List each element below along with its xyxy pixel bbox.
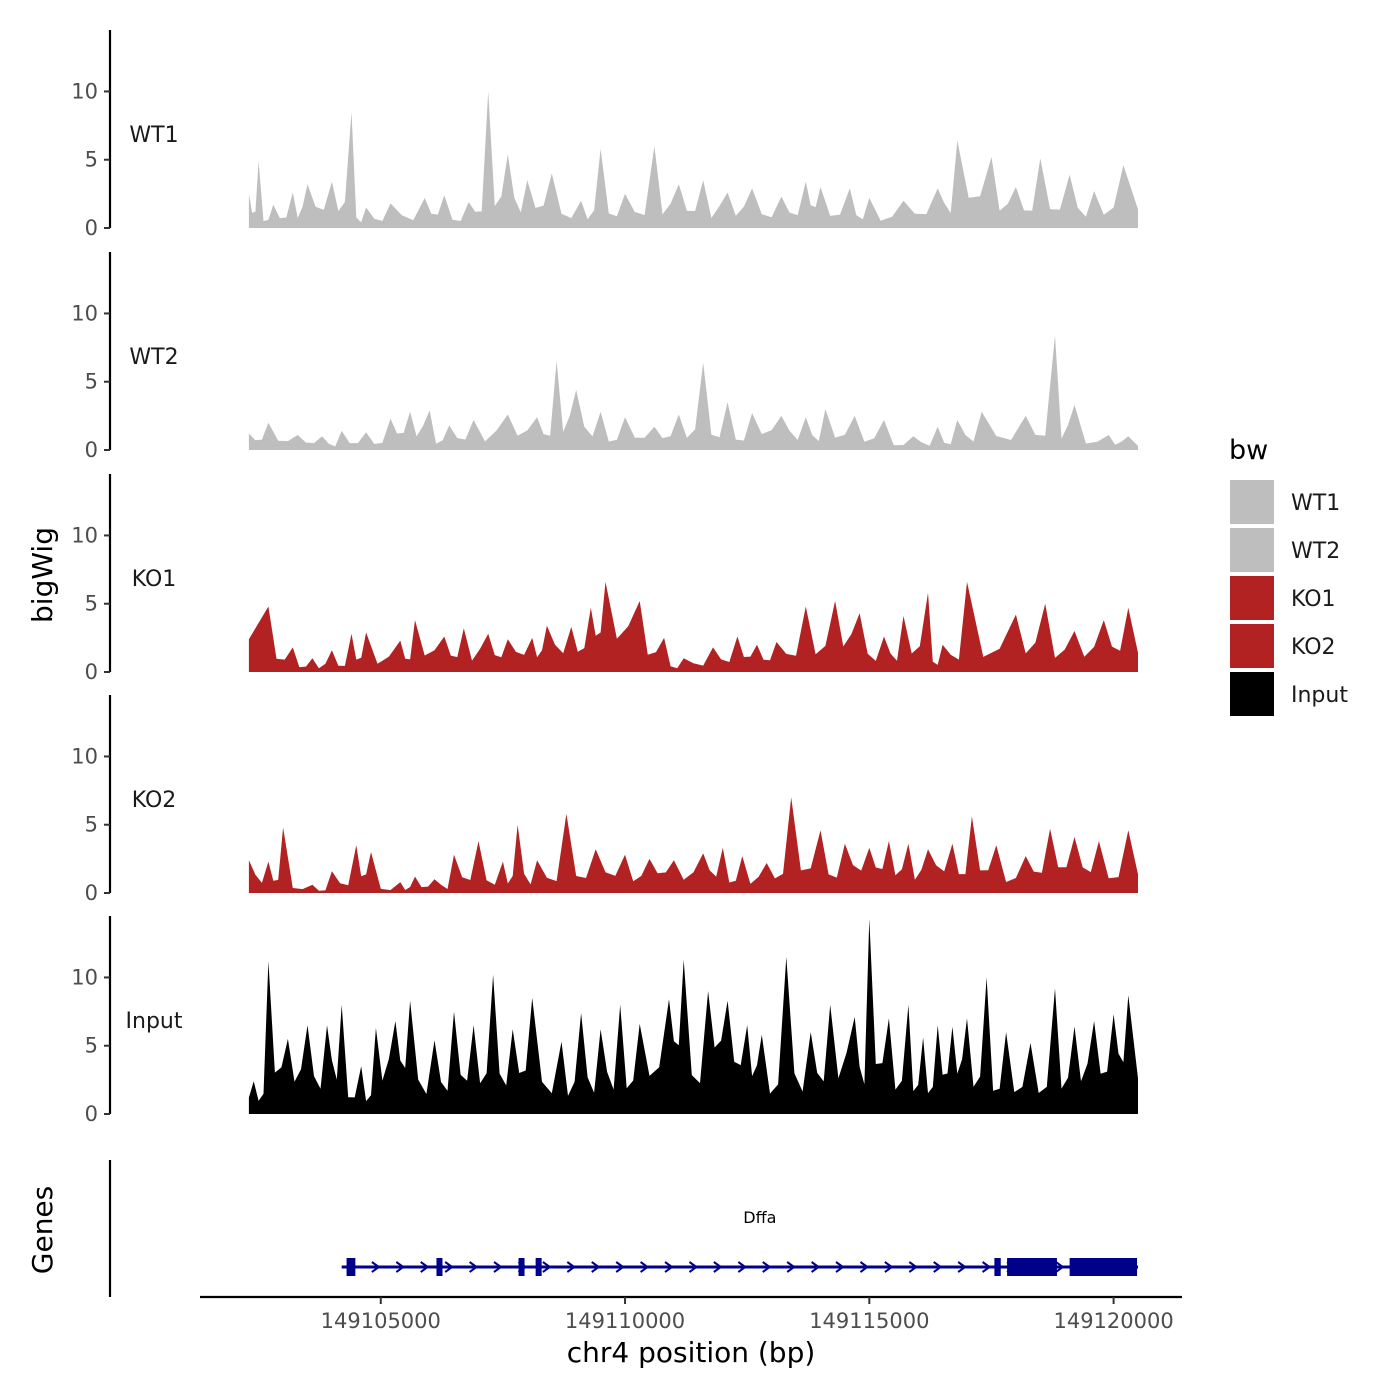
y-tick-label: 0 xyxy=(85,438,98,462)
x-tick-label: 149120000 xyxy=(1053,1309,1173,1333)
y-tick-label: 10 xyxy=(71,744,98,768)
strand-arrow-icon xyxy=(957,1261,967,1273)
strand-arrow-icon xyxy=(933,1261,943,1273)
x-axis: 149105000 149110000 149115000 149120000 xyxy=(200,1295,1182,1333)
track-wt2: 0 5 10 WT2 xyxy=(71,252,1138,462)
gene-exon xyxy=(436,1258,443,1276)
strand-arrow-icon xyxy=(395,1261,406,1273)
y-axis-title: bigWig xyxy=(26,527,59,623)
strand-arrow-icon xyxy=(835,1261,845,1273)
genes-axis-title: Genes xyxy=(26,1186,59,1274)
legend-label-ko1: KO1 xyxy=(1291,587,1336,612)
strand-arrow-icon xyxy=(859,1261,870,1273)
y-tick-label: 10 xyxy=(71,965,98,989)
track-input: 0 5 10 Input xyxy=(71,916,1138,1126)
gene-exon xyxy=(518,1258,525,1276)
signal-tracks: 0 5 10 WT1 0 5 10 WT2 0 5 10 KO1 0 5 10 KO2 0 5 10 Input xyxy=(71,30,1138,1126)
strand-arrow-icon xyxy=(664,1261,674,1273)
legend-key-input xyxy=(1230,672,1274,716)
strand-arrow-icon xyxy=(786,1261,796,1273)
signal-area-ko2 xyxy=(248,797,1138,893)
strand-arrow-icon xyxy=(615,1261,625,1273)
strand-arrow-icon xyxy=(737,1261,748,1273)
strand-arrow-icon xyxy=(420,1261,430,1273)
gene-exon xyxy=(535,1258,542,1276)
y-tick-label: 5 xyxy=(85,148,98,172)
track-label-ko2: KO2 xyxy=(132,788,177,813)
y-tick-label: 0 xyxy=(85,1102,98,1126)
strand-arrow-icon xyxy=(1055,1261,1065,1273)
y-tick-label: 0 xyxy=(85,660,98,684)
legend: bw WT1 WT2 KO1 KO2 Input xyxy=(1229,435,1348,716)
track-label-ko1: KO1 xyxy=(132,567,177,592)
x-tick-label: 149110000 xyxy=(565,1309,685,1333)
strand-arrow-icon xyxy=(566,1261,577,1273)
y-tick-label: 5 xyxy=(85,592,98,616)
strand-arrow-icon xyxy=(493,1261,503,1273)
legend-key-wt1 xyxy=(1230,480,1274,524)
track-ko1: 0 5 10 KO1 xyxy=(71,474,1138,684)
gene-track: Dffa xyxy=(108,1160,1139,1297)
strand-arrow-icon xyxy=(371,1261,381,1273)
legend-key-ko1 xyxy=(1230,576,1274,620)
signal-area-wt1 xyxy=(248,91,1138,229)
x-tick-label: 149105000 xyxy=(321,1309,441,1333)
gene-exon xyxy=(1007,1258,1057,1276)
strand-arrow-icon xyxy=(884,1261,894,1273)
strand-arrow-icon xyxy=(640,1261,650,1273)
gene-exon xyxy=(346,1258,356,1276)
track-label-wt2: WT2 xyxy=(129,345,178,370)
strand-arrow-icon xyxy=(981,1261,992,1273)
y-tick-label: 0 xyxy=(85,216,98,240)
x-axis-title: chr4 position (bp) xyxy=(567,1336,816,1369)
strand-arrow-icon xyxy=(762,1261,772,1273)
legend-label-wt1: WT1 xyxy=(1291,491,1340,516)
strand-arrow-icon xyxy=(713,1261,723,1273)
gene-name-label: Dffa xyxy=(743,1208,776,1227)
y-tick-label: 5 xyxy=(85,1034,98,1058)
strand-arrow-icon xyxy=(908,1261,919,1273)
signal-area-wt2 xyxy=(248,335,1138,450)
track-label-input: Input xyxy=(126,1009,183,1034)
y-tick-label: 5 xyxy=(85,813,98,837)
gene-exon xyxy=(1069,1258,1138,1276)
y-tick-label: 10 xyxy=(71,79,98,103)
y-tick-label: 5 xyxy=(85,370,98,394)
legend-key-wt2 xyxy=(1230,528,1274,572)
signal-area-input xyxy=(248,918,1138,1114)
track-wt1: 0 5 10 WT1 xyxy=(71,30,1138,240)
legend-label-ko2: KO2 xyxy=(1291,635,1336,660)
y-tick-label: 10 xyxy=(71,523,98,547)
y-tick-label: 10 xyxy=(71,301,98,325)
strand-arrow-icon xyxy=(444,1261,454,1273)
gene-exon xyxy=(994,1258,1001,1276)
strand-arrow-icon xyxy=(591,1261,601,1273)
strand-arrow-icon xyxy=(688,1261,699,1273)
legend-title: bw xyxy=(1229,435,1268,466)
strand-arrow-icon xyxy=(811,1261,821,1273)
x-tick-label: 149115000 xyxy=(809,1309,929,1333)
strand-arrow-icon xyxy=(469,1261,479,1273)
signal-area-ko1 xyxy=(248,581,1138,672)
legend-label-wt2: WT2 xyxy=(1291,539,1340,564)
legend-label-input: Input xyxy=(1291,683,1348,708)
legend-key-ko2 xyxy=(1230,624,1274,668)
strand-arrow-icon xyxy=(542,1261,552,1273)
track-label-wt1: WT1 xyxy=(129,123,178,148)
y-tick-label: 0 xyxy=(85,881,98,905)
track-ko2: 0 5 10 KO2 xyxy=(71,695,1138,905)
